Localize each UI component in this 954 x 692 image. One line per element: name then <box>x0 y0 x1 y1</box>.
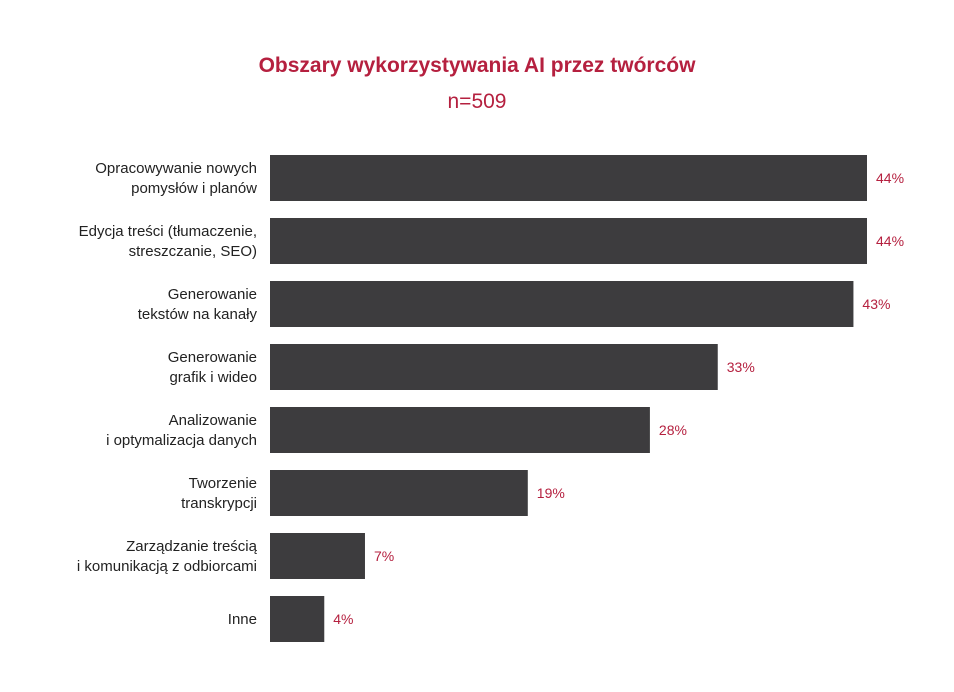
category-label-2: Edycja treści (tłumaczenie, streszczanie,… <box>79 223 257 260</box>
bar-2 <box>270 218 867 264</box>
chart-title: Obszary wykorzystywania AI przez twórców <box>258 54 696 77</box>
category-label-1: Opracowywanie nowych pomysłów i planów <box>95 160 257 197</box>
category-label-5: Analizowanie i optymalizacja danych <box>106 412 257 449</box>
category-label-8: Inne <box>228 611 257 628</box>
category-label-6: Tworzenie transkrypcji <box>181 475 257 512</box>
value-label-6: 19% <box>537 485 565 501</box>
bar-1 <box>270 155 867 201</box>
bar-3 <box>270 281 854 327</box>
value-label-1: 44% <box>876 170 904 186</box>
category-label-7: Zarządzanie treścią i komunikacją z odbio… <box>77 538 258 575</box>
value-label-2: 44% <box>876 233 904 249</box>
category-label-4: Generowanie grafik i wideo <box>168 349 257 386</box>
bar-8 <box>270 596 325 642</box>
chart-subtitle: n=509 <box>447 90 507 113</box>
bar-4 <box>270 344 718 390</box>
bar-5 <box>270 407 650 453</box>
value-label-5: 28% <box>659 422 687 438</box>
value-label-3: 43% <box>862 296 890 312</box>
value-label-8: 4% <box>333 611 353 627</box>
value-label-7: 7% <box>374 548 394 564</box>
bar-6 <box>270 470 528 516</box>
value-label-4: 33% <box>727 359 755 375</box>
category-label-3: Generowanie tekstów na kanały <box>138 286 258 323</box>
bar-7 <box>270 533 365 579</box>
